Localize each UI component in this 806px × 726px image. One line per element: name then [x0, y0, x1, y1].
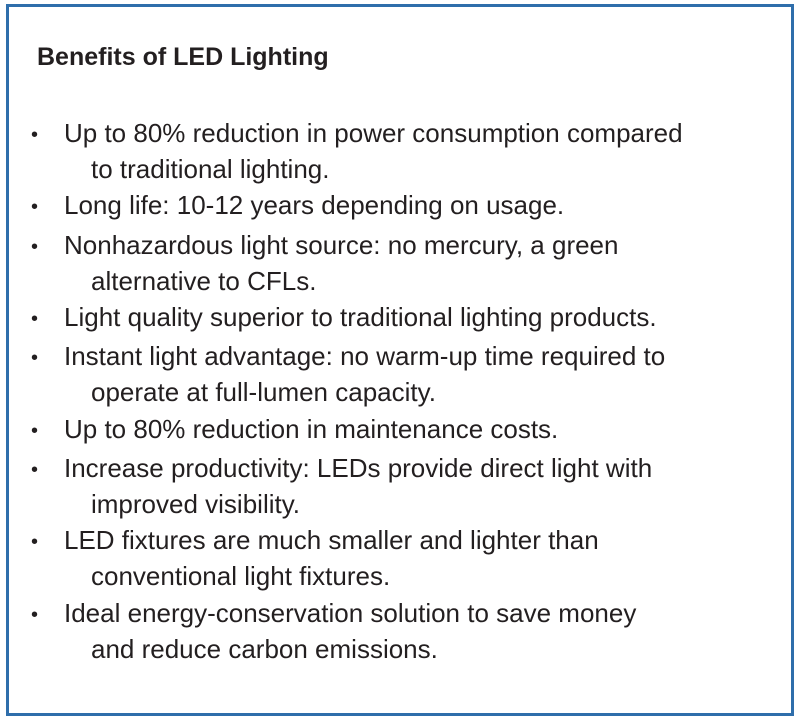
- list-item-text: Nonhazardous light source: no mercury, a…: [64, 227, 781, 299]
- list-item-text: Long life: 10-12 years depending on usag…: [64, 187, 781, 223]
- list-item-line: conventional light fixtures.: [91, 561, 391, 592]
- bullet-icon: [31, 338, 64, 377]
- list-item-line: Up to 80% reduction in power consumption…: [64, 118, 683, 148]
- list-item: Instant light advantage: no warm-up time…: [31, 338, 781, 410]
- benefits-list: Up to 80% reduction in power consumption…: [31, 115, 781, 667]
- list-item-text: Up to 80% reduction in maintenance costs…: [64, 411, 781, 447]
- list-item: Ideal energy-conservation solution to sa…: [31, 595, 781, 667]
- list-item-line: Long life: 10-12 years depending on usag…: [64, 190, 565, 221]
- list-item-text: Light quality superior to traditional li…: [64, 299, 781, 335]
- bullet-icon: [31, 227, 64, 266]
- list-item-text: Increase productivity: LEDs provide dire…: [64, 450, 781, 522]
- bullet-icon: [31, 595, 64, 634]
- bullet-icon: [31, 450, 64, 489]
- list-item-line: Increase productivity: LEDs provide dire…: [64, 452, 653, 483]
- list-item-line: improved visibility.: [91, 489, 301, 520]
- list-item: Long life: 10-12 years depending on usag…: [31, 187, 781, 226]
- list-item-line: Instant light advantage: no warm-up time…: [64, 341, 666, 372]
- list-item-text: Ideal energy-conservation solution to sa…: [64, 595, 781, 667]
- list-item-text: Instant light advantage: no warm-up time…: [64, 338, 781, 410]
- list-item-line: alternative to CFLs.: [91, 265, 317, 296]
- list-item-line: to traditional lighting.: [91, 154, 330, 185]
- panel-title: Benefits of LED Lighting: [37, 43, 329, 71]
- benefits-panel: Benefits of LED Lighting Up to 80% reduc…: [6, 4, 794, 716]
- bullet-icon: [31, 115, 64, 154]
- list-item-text: LED fixtures are much smaller and lighte…: [64, 522, 781, 594]
- list-item: Nonhazardous light source: no mercury, a…: [31, 227, 781, 299]
- list-item: LED fixtures are much smaller and lighte…: [31, 522, 781, 594]
- list-item-line: operate at full-lumen capacity.: [91, 377, 436, 408]
- list-item-line: LED fixtures are much smaller and lighte…: [64, 525, 599, 556]
- list-item-line: Nonhazardous light source: no mercury, a…: [64, 229, 619, 260]
- bullet-icon: [31, 411, 64, 450]
- bullet-icon: [31, 187, 64, 226]
- list-item-text: Up to 80% reduction in power consumption…: [64, 115, 781, 187]
- list-item-line: Light quality superior to traditional li…: [64, 302, 657, 333]
- bullet-icon: [31, 522, 64, 561]
- bullet-icon: [31, 299, 64, 338]
- list-item-line: Up to 80% reduction in maintenance costs…: [64, 413, 559, 444]
- list-item: Up to 80% reduction in maintenance costs…: [31, 411, 781, 450]
- list-item: Light quality superior to traditional li…: [31, 299, 781, 338]
- list-item-line: Ideal energy-conservation solution to sa…: [64, 597, 637, 628]
- list-item: Up to 80% reduction in power consumption…: [31, 115, 781, 187]
- list-item-line: and reduce carbon emissions.: [91, 633, 438, 664]
- list-item: Increase productivity: LEDs provide dire…: [31, 450, 781, 522]
